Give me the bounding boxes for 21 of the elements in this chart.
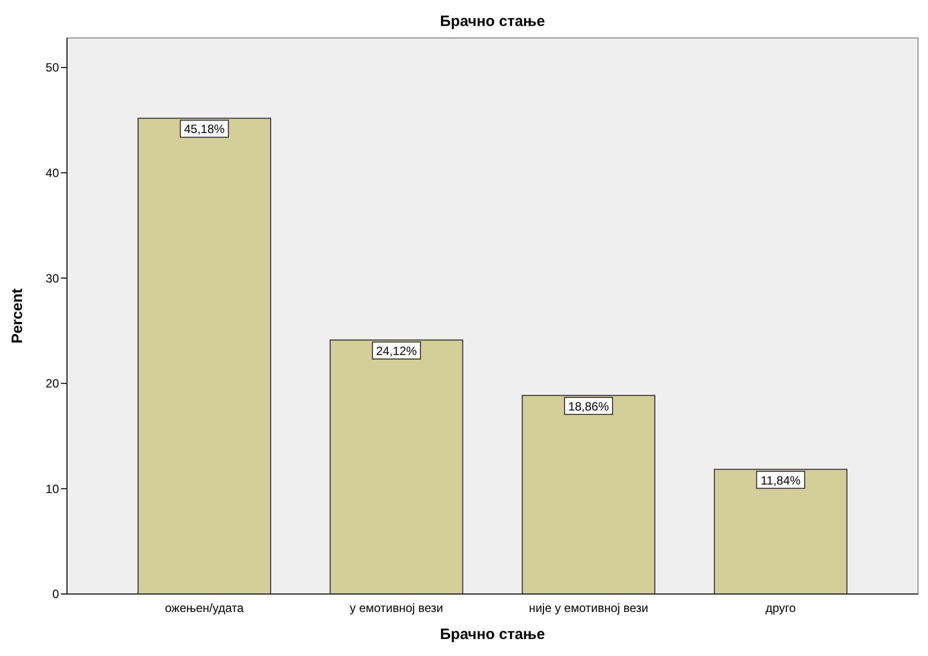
- chart-title: Брачно стање: [440, 13, 545, 30]
- data-label: 18,86%: [568, 399, 610, 414]
- y-tick-label: 50: [46, 60, 60, 75]
- y-tick-label: 0: [52, 587, 60, 602]
- x-tick-label: није у емотивној вези: [528, 601, 648, 615]
- y-axis-title: Percent: [9, 288, 26, 344]
- x-tick-label: друго: [765, 601, 796, 615]
- y-tick-label: 20: [46, 376, 60, 391]
- data-label: 24,12%: [376, 344, 418, 358]
- bar: [330, 340, 464, 594]
- y-tick-label: 40: [46, 166, 60, 180]
- y-tick-label: 10: [46, 482, 60, 496]
- x-axis-title: Брачно стање: [440, 626, 545, 643]
- x-tick-label: ожењен/удата: [165, 601, 244, 615]
- x-tick-label: у емотивној вези: [350, 601, 444, 615]
- bar: [522, 394, 656, 594]
- bar: [714, 468, 848, 594]
- data-label: 11,84%: [760, 473, 801, 488]
- bar: [138, 118, 272, 594]
- y-tick-label: 30: [46, 271, 60, 286]
- data-label: 45,18%: [184, 122, 226, 136]
